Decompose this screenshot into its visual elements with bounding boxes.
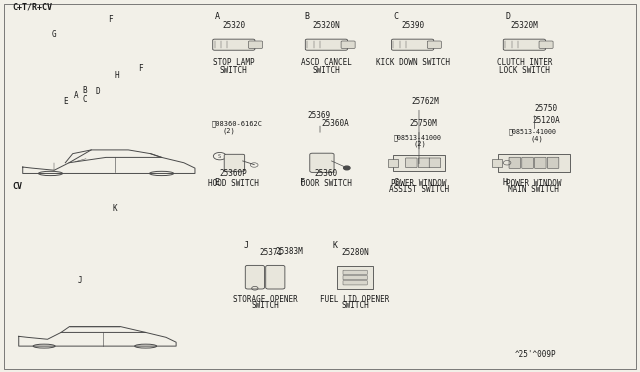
FancyBboxPatch shape [492,159,502,167]
Text: CLUTCH INTER: CLUTCH INTER [497,58,552,67]
FancyBboxPatch shape [419,158,430,167]
Text: D: D [95,87,100,96]
FancyBboxPatch shape [406,158,417,167]
Text: STOP LAMP: STOP LAMP [213,58,255,67]
FancyBboxPatch shape [392,39,434,50]
Text: B: B [304,12,309,21]
Text: 25120A: 25120A [532,116,560,125]
Text: F: F [300,178,305,187]
Text: A: A [214,12,220,21]
Text: LOCK SWITCH: LOCK SWITCH [499,66,550,75]
Text: 25280N: 25280N [341,248,369,257]
Text: 25320M: 25320M [511,21,538,30]
Text: ^25'^009P: ^25'^009P [515,350,556,359]
Text: SWITCH: SWITCH [312,66,340,75]
Text: 25369: 25369 [307,111,330,121]
Text: H: H [115,71,119,80]
Text: (4): (4) [531,135,543,142]
FancyBboxPatch shape [266,265,285,289]
Text: FUEL LID OPENER: FUEL LID OPENER [321,295,390,304]
Text: 25360: 25360 [315,169,338,177]
FancyBboxPatch shape [534,157,546,168]
Text: S: S [218,154,221,158]
Text: H: H [502,178,507,187]
Text: DOOR SWITCH: DOOR SWITCH [301,179,352,187]
Text: K: K [113,203,117,213]
Text: 25360A: 25360A [321,119,349,128]
FancyBboxPatch shape [428,41,442,48]
FancyBboxPatch shape [310,153,334,172]
FancyBboxPatch shape [509,157,520,168]
FancyBboxPatch shape [429,158,441,167]
Text: POWER WINDOW: POWER WINDOW [391,179,447,187]
Text: 25383M: 25383M [275,247,303,256]
FancyBboxPatch shape [539,41,553,48]
FancyBboxPatch shape [394,155,445,171]
Text: G: G [394,178,399,187]
Text: ASSIST SWITCH: ASSIST SWITCH [389,185,449,194]
Text: Ⓢ08360-6162C: Ⓢ08360-6162C [211,121,262,127]
Text: J: J [243,241,248,250]
Text: KICK DOWN SWITCH: KICK DOWN SWITCH [376,58,449,67]
Text: C: C [394,12,399,21]
Text: 25320N: 25320N [312,21,340,30]
Text: A: A [74,91,79,100]
Circle shape [344,166,350,170]
Text: STORAGE OPENER: STORAGE OPENER [234,295,298,304]
FancyBboxPatch shape [547,157,559,168]
Text: SWITCH: SWITCH [252,301,280,310]
Text: J: J [77,276,82,285]
Text: C: C [83,95,87,104]
FancyBboxPatch shape [343,280,367,285]
Text: E: E [63,97,68,106]
Text: HOOD SWITCH: HOOD SWITCH [209,179,259,187]
Text: F: F [108,15,113,25]
Text: G: G [52,30,56,39]
Text: Ⓢ08513-41000: Ⓢ08513-41000 [394,134,442,141]
Text: B: B [83,86,87,94]
Text: (2): (2) [222,128,235,134]
Text: 25750M: 25750M [410,119,437,128]
FancyBboxPatch shape [503,39,545,50]
Text: (2): (2) [413,141,426,147]
Text: 25750: 25750 [534,104,557,113]
FancyBboxPatch shape [388,159,398,167]
Text: POWER WINDOW: POWER WINDOW [506,179,562,187]
Text: ASCD CANCEL: ASCD CANCEL [301,58,352,67]
Text: C+T/R+CV: C+T/R+CV [12,3,52,12]
Text: SWITCH: SWITCH [341,301,369,310]
Text: D: D [505,12,510,21]
Text: 25371: 25371 [259,248,282,257]
FancyBboxPatch shape [343,275,367,280]
Text: 25762M: 25762M [412,97,439,106]
FancyBboxPatch shape [224,154,244,171]
Text: 25390: 25390 [401,21,424,30]
FancyBboxPatch shape [341,41,355,48]
Text: MAIN SWITCH: MAIN SWITCH [509,185,559,194]
Text: CV: CV [12,182,22,191]
FancyBboxPatch shape [212,39,255,50]
FancyBboxPatch shape [337,266,373,289]
Text: 25320: 25320 [222,21,245,30]
Text: K: K [333,241,338,250]
Text: F: F [138,64,143,73]
FancyBboxPatch shape [245,265,264,289]
Text: SWITCH: SWITCH [220,66,248,75]
FancyBboxPatch shape [305,39,348,50]
Text: E: E [214,178,220,187]
Text: 25360P: 25360P [220,169,248,177]
Text: Ⓢ08513-41000: Ⓢ08513-41000 [508,128,556,135]
FancyBboxPatch shape [522,157,533,168]
FancyBboxPatch shape [248,41,262,48]
FancyBboxPatch shape [497,154,570,171]
FancyBboxPatch shape [343,270,367,275]
